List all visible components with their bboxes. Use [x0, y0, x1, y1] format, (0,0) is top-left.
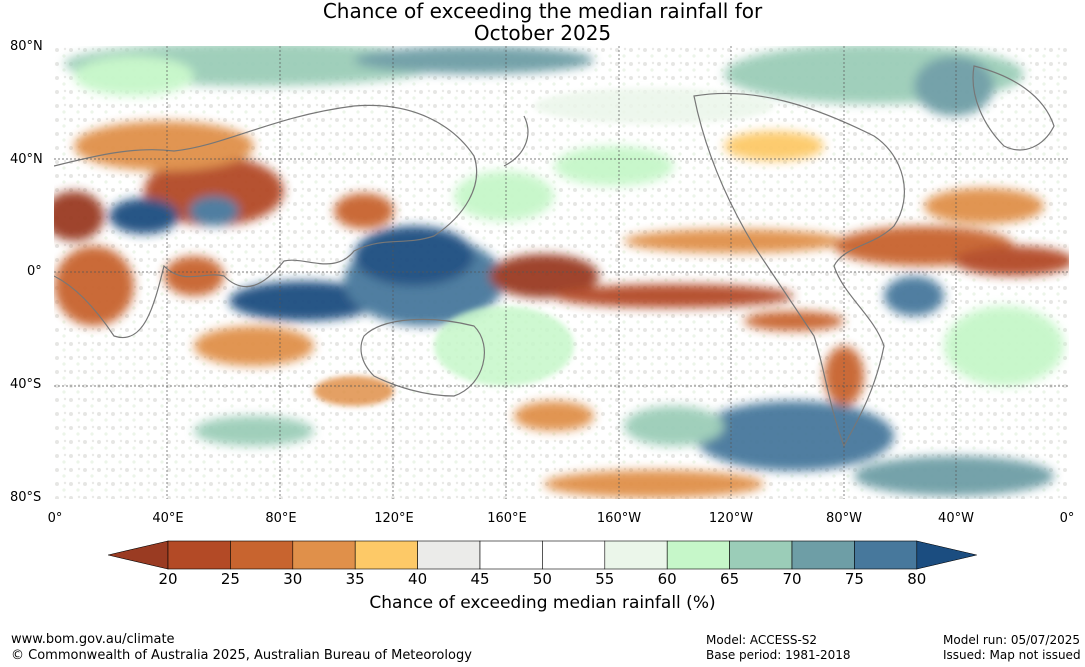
colorbar-tick-label: 20: [158, 570, 178, 588]
lat-label-0: 0°: [27, 264, 42, 279]
footer-model-info: Model: ACCESS-S2 Base period: 1981-2018: [706, 633, 851, 663]
colorbar-tick-label: 30: [283, 570, 303, 588]
colorbar-segment: [791, 540, 855, 570]
footer-run-info: Model run: 05/07/2025 Issued: Map not is…: [943, 633, 1081, 663]
lon-label-0-east: 0°: [1059, 511, 1075, 526]
graticule: [54, 46, 1069, 499]
colorbar-tick-label: 60: [657, 570, 677, 588]
colorbar-arrow-high: [916, 540, 977, 570]
footer-model: Model: ACCESS-S2: [706, 633, 818, 647]
colorbar-segment: [729, 540, 793, 570]
lon-label-80w: 80°W: [826, 511, 862, 526]
coastlines: [54, 65, 1055, 448]
anomaly-fields: [54, 46, 1069, 498]
colorbar-segment: [854, 540, 918, 570]
colorbar-segment: [479, 540, 543, 570]
lon-label-160e: 160°E: [487, 511, 527, 526]
map-svg: [54, 46, 1069, 499]
map-title: Chance of exceeding the median rainfall …: [0, 0, 1085, 44]
colorbar-tick-label: 55: [595, 570, 615, 588]
colorbar-segment: [354, 540, 418, 570]
footer-base-period: Base period: 1981-2018: [706, 648, 851, 662]
colorbar-tick-label: 70: [782, 570, 802, 588]
footer-issued: Issued: Map not issued: [943, 648, 1081, 662]
footer-copyright: © Commonwealth of Australia 2025, Austra…: [11, 648, 472, 663]
footer-url: www.bom.gov.au/climate: [11, 632, 175, 647]
lon-label-120w: 120°W: [708, 511, 754, 526]
lat-label-40n: 40°N: [10, 152, 43, 167]
lon-label-120e: 120°E: [374, 511, 414, 526]
lon-label-0: 0°: [47, 511, 63, 526]
lat-label-80n: 80°N: [10, 39, 43, 54]
lat-label-80s: 80°S: [10, 490, 42, 505]
colorbar: [107, 540, 978, 574]
footer-left: www.bom.gov.au/climate © Commonwealth of…: [11, 632, 472, 664]
lon-label-160w: 160°W: [596, 511, 642, 526]
colorbar-segment: [292, 540, 356, 570]
colorbar-segment: [666, 540, 730, 570]
colorbar-tick-label: 35: [345, 570, 365, 588]
lon-label-40w: 40°W: [938, 511, 974, 526]
colorbar-label: Chance of exceeding median rainfall (%): [369, 593, 716, 613]
rainfall-map: [54, 46, 1069, 499]
colorbar-tick-label: 75: [844, 570, 864, 588]
colorbar-segment: [230, 540, 294, 570]
lat-label-40s: 40°S: [10, 377, 42, 392]
colorbar-arrow-low: [107, 540, 169, 570]
colorbar-tick-label: 45: [470, 570, 490, 588]
colorbar-tick-label: 80: [907, 570, 927, 588]
colorbar-svg: [107, 540, 977, 570]
colorbar-segment: [417, 540, 481, 570]
map-title-line1: Chance of exceeding the median rainfall …: [322, 0, 763, 23]
lon-label-40e: 40°E: [152, 511, 184, 526]
colorbar-segment: [604, 540, 668, 570]
colorbar-tick-label: 65: [720, 570, 740, 588]
colorbar-tick-label: 40: [408, 570, 428, 588]
lon-label-80e: 80°E: [265, 511, 297, 526]
footer-model-run: Model run: 05/07/2025: [943, 633, 1081, 647]
colorbar-segment: [167, 540, 231, 570]
colorbar-tick-label: 50: [532, 570, 552, 588]
colorbar-tick-label: 25: [220, 570, 240, 588]
colorbar-segment: [542, 540, 606, 570]
map-title-line2: October 2025: [473, 21, 612, 45]
